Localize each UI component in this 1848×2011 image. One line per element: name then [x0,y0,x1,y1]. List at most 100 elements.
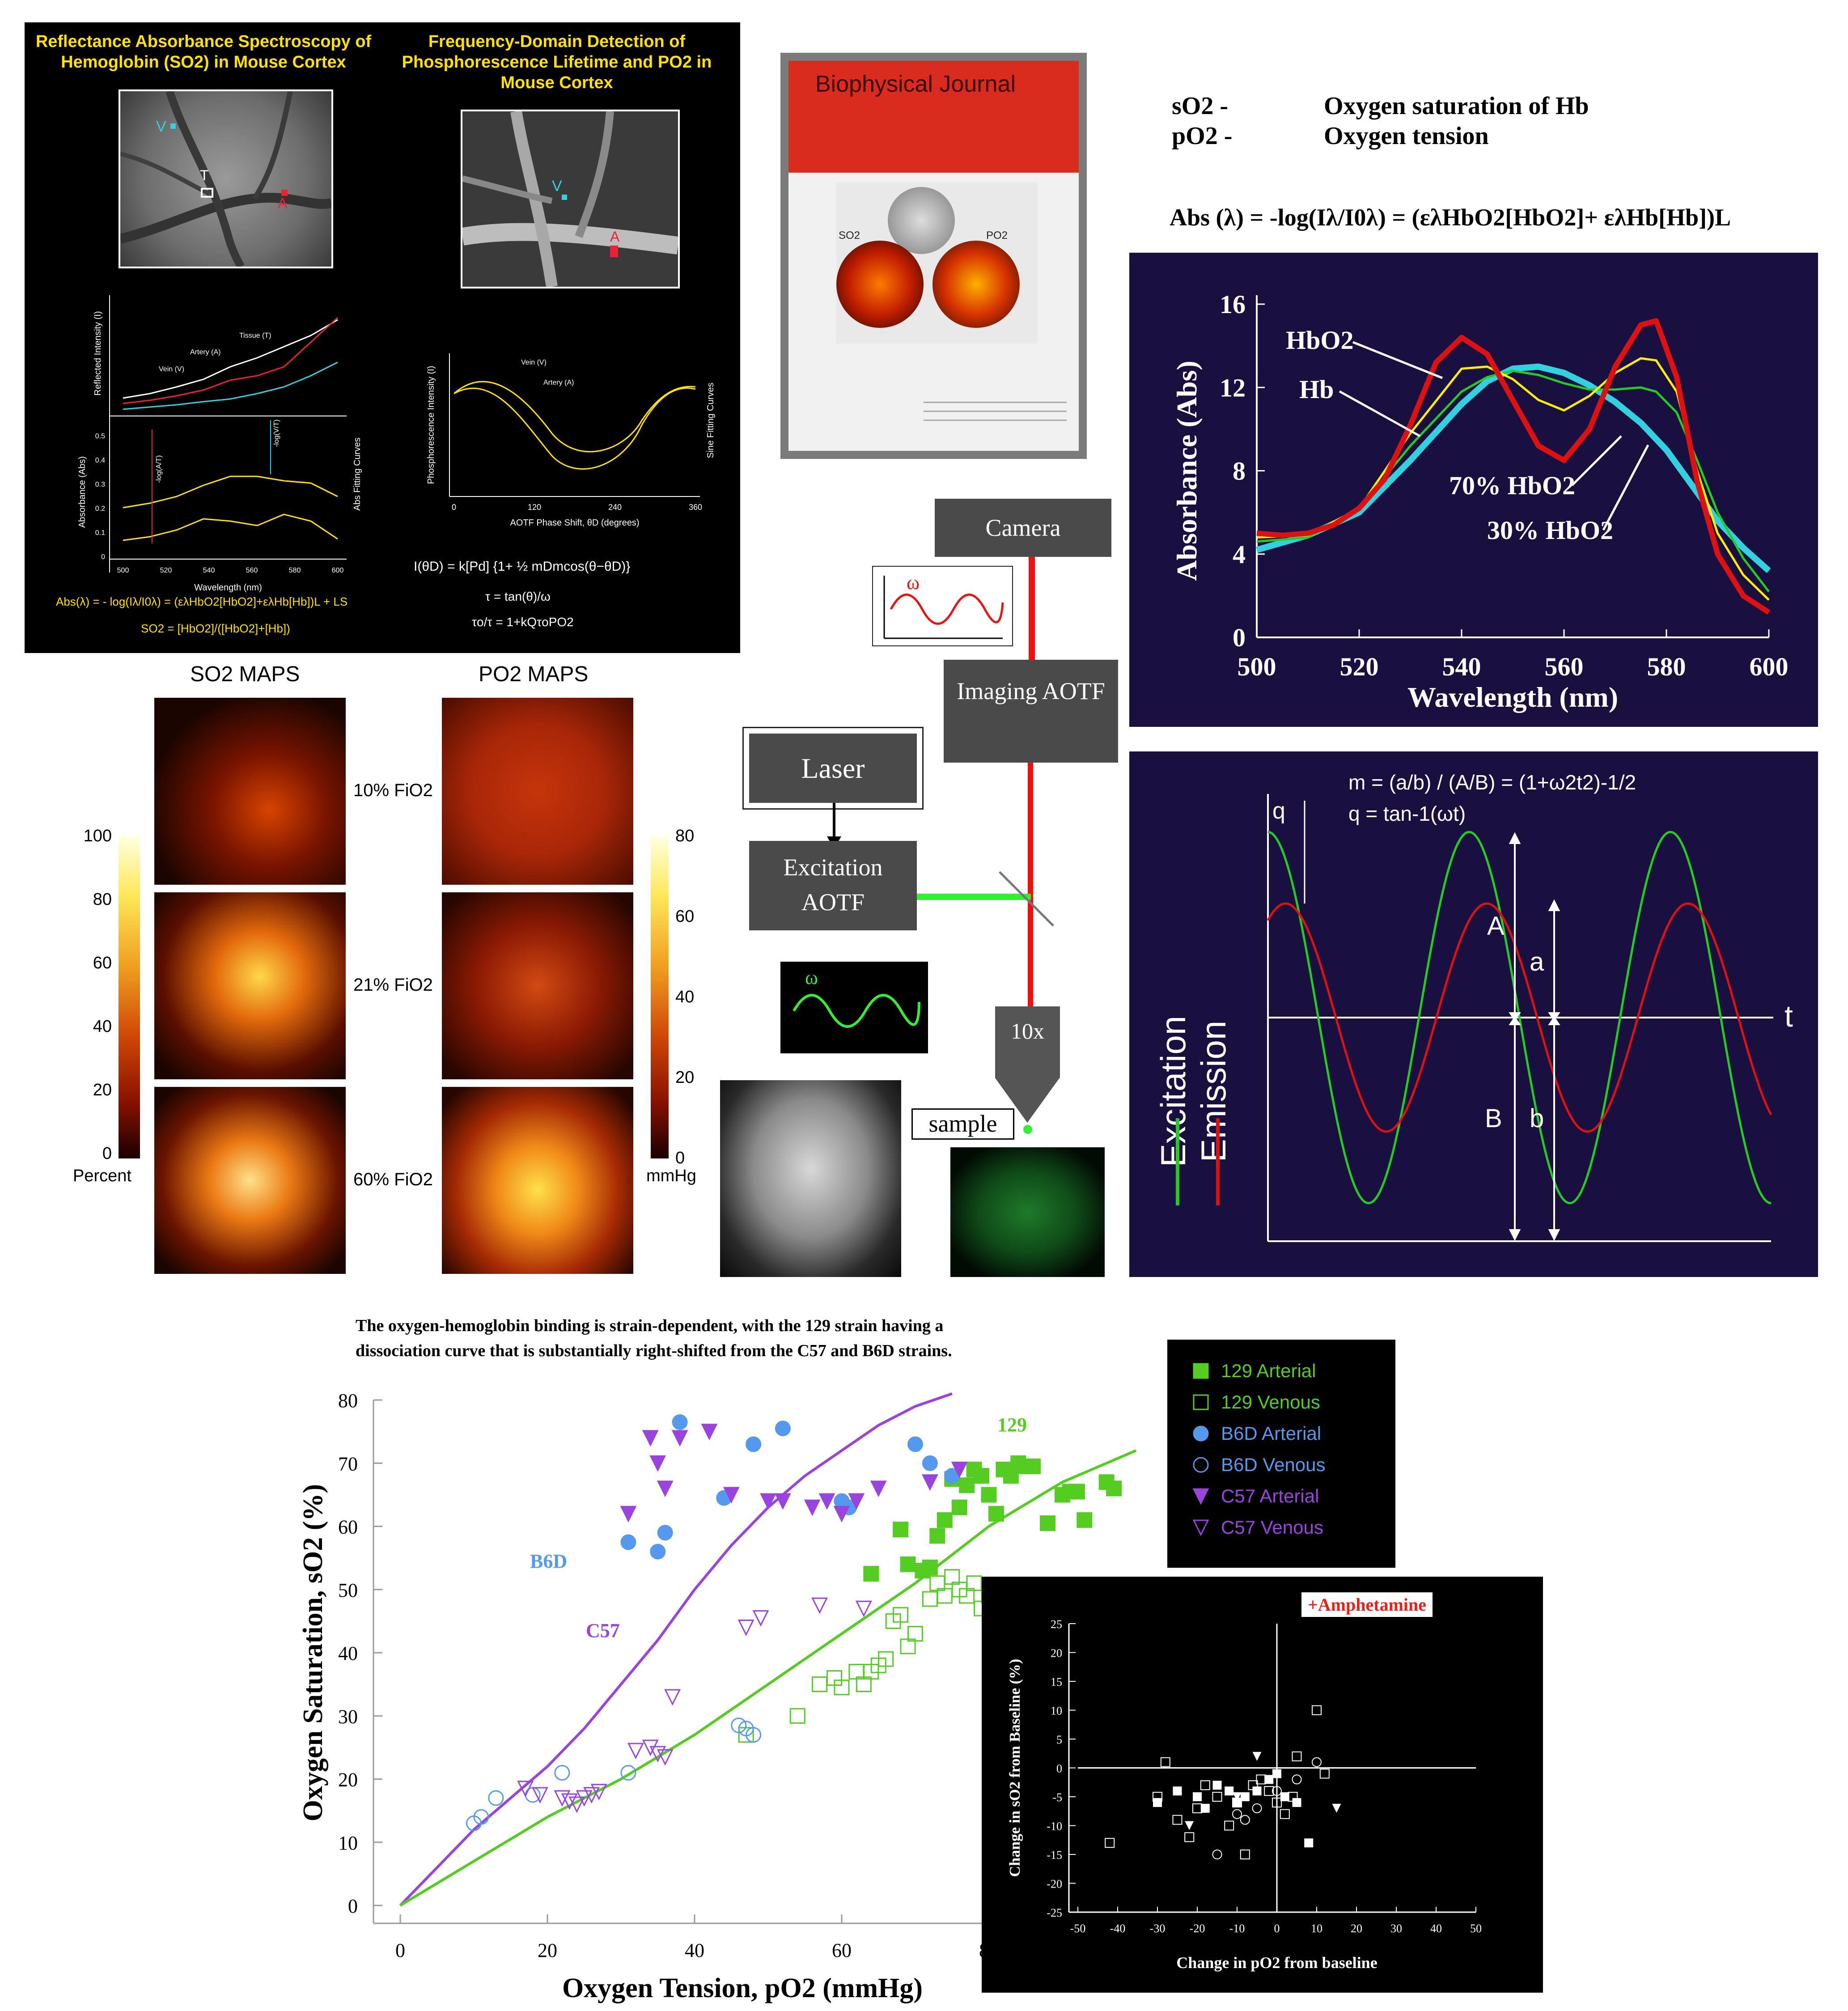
spectroscopy-panel: Reflectance Absorbance Spectroscopy of H… [25,22,740,653]
point-c57-arterial [723,1487,740,1504]
point-c57-arterial [760,1493,776,1510]
wave-label-b: b [1530,1104,1544,1133]
legend-marker [1193,1426,1209,1442]
amp-ytick: -10 [1047,1820,1062,1833]
eq-abs: Abs(λ) = - log(Iλ/I0λ) = (ελHbO2[HbO2]+ε… [56,595,348,608]
dissociation-chart: 01020304050607080020406080Oxygen Tension… [298,1390,1137,2003]
legend-marker [1193,1363,1209,1379]
amp-xtick: 10 [1311,1922,1322,1935]
amp-point-open-squares [1184,1832,1195,1842]
definition-so2: Oxygen saturation of Hb [1324,92,1589,120]
abs-chart-xtick: 600 [1750,652,1789,681]
wave-label-A: A [1487,912,1505,941]
phos-legend-artery: Artery (A) [543,379,574,386]
journal-header: Biophysical Journal [788,61,1079,173]
point-129-arterial [922,1559,938,1575]
label-c57: C57 [586,1620,620,1642]
diss-ylabel: Oxygen Saturation, sO2 (%) [298,1484,328,1821]
amp-ylabel: Change in sO2 from Baseline (%) [1007,1659,1023,1877]
sample-dot [1023,1125,1032,1134]
amp-point-open-squares [1160,1757,1170,1767]
point-c57-arterial [671,1430,688,1447]
point-b6d-arterial [907,1436,923,1452]
point-129-venous [789,1708,805,1724]
abs-chart-ytick: 4 [1233,540,1246,569]
point-c57-venous [664,1689,681,1706]
po2-maps-title: PO2 MAPS [479,662,589,686]
diss-ytick: 30 [338,1706,358,1727]
po2-map-21 [442,892,633,1079]
amp-ytick: 0 [1056,1762,1062,1775]
po2-scale-tick: 60 [675,907,695,926]
absorbance-chart: 0 4 8 12 16 500 520 540 560 580 600 Wavelength (nm)… [1171,290,1789,713]
fio2-label-60: 60% FiO2 [353,1170,433,1189]
point-c57-arterial [833,1506,850,1523]
point-129-arterial [937,1512,953,1528]
so2-scale-tick: 100 [83,827,112,845]
right-panel-title: Frequency-Domain Detection of Phosphores… [402,32,712,92]
amp-xtick: -30 [1150,1922,1166,1935]
amp-point-circles [1232,1809,1242,1819]
amp-point-open-squares [1280,1809,1290,1819]
point-c57-venous [752,1610,769,1627]
amp-xtick: 0 [1274,1922,1280,1935]
artery-label-left: A [278,195,288,211]
point-c57-arterial [701,1424,718,1440]
wavelength-tick: 520 [160,567,172,574]
wave-label-B: B [1485,1104,1502,1133]
curve-c57 [399,1392,953,1907]
amp-ytick: -25 [1047,1906,1062,1919]
point-129-venous [812,1676,828,1693]
abs-chart-xtick: 560 [1545,652,1584,681]
wavelength-tick: 600 [332,567,344,574]
amp-point-circles [1312,1757,1322,1767]
laser-arrow [833,803,835,839]
amp-point-filled-squares [1272,1769,1281,1778]
emission-wave [1267,902,1772,1133]
point-c57-arterial [620,1506,637,1523]
amphetamine-panel: 25 20 15 10 5 0 -5 -10 -15 -20 -25 -50 -40 -30 -20 -10 0… [982,1577,1543,1993]
so2-colorbar [119,836,140,1158]
diss-ytick: 50 [338,1579,358,1601]
amp-point-triangles [1252,1752,1262,1761]
diss-xtick: 60 [832,1939,852,1961]
point-c57-arterial [774,1493,791,1510]
abs-annotation-label: 70% HbO2 [1449,471,1575,500]
so2-map-10 [154,698,346,885]
wave-eq-m: m = (a/b) / (A/B) = (1+ω2t2)-1/2 [1348,771,1636,794]
phos-ylabel: Phosphorescence Intensity (I) [426,366,436,484]
point-b6d-arterial [650,1544,666,1560]
eq-tau: τ = tan(θ)/ω [485,590,551,603]
abs-ytick: 0.5 [95,433,105,440]
point-c57-venous [642,1739,659,1756]
legend-label: 129 Venous [1221,1392,1320,1413]
reflect-legend-tissue: Tissue (T) [239,332,271,339]
point-c57-venous [568,1796,585,1813]
point-129-venous [878,1651,894,1667]
abs-ytick: 0.1 [95,529,105,537]
point-b6d-arterial [620,1534,636,1550]
amp-point-circles [1252,1803,1262,1813]
imaging-beam [1028,763,1033,1013]
point-c57-venous [517,1781,534,1798]
abs-annotation-arrow [1602,444,1649,531]
brain-xray-image [720,1080,901,1277]
amp-ytick: -5 [1052,1791,1062,1804]
wave-label-t: t [1784,999,1793,1033]
abs-chart-xlabel: Wavelength (nm) [1407,681,1618,713]
legend-marker [1192,1519,1209,1536]
point-b6d-venous [620,1765,636,1781]
abs-ytick: 0 [101,553,105,561]
amp-point-open-squares [1312,1705,1322,1715]
point-129-arterial [988,1506,1004,1522]
diss-ytick: 0 [348,1895,358,1917]
point-b6d-arterial [922,1455,938,1471]
abs-chart-ylabel: Absorbance (Abs) [1171,361,1203,581]
point-c57-venous [532,1787,548,1804]
amp-point-triangles [1332,1803,1341,1813]
amp-xlabel: Change in pO2 from baseline [1176,1954,1377,1972]
amp-point-filled-squares [1252,1786,1262,1796]
point-c57-venous [576,1790,593,1807]
left-cortex-image: V T A [119,89,333,268]
po2-scale-tick: 20 [675,1068,695,1087]
